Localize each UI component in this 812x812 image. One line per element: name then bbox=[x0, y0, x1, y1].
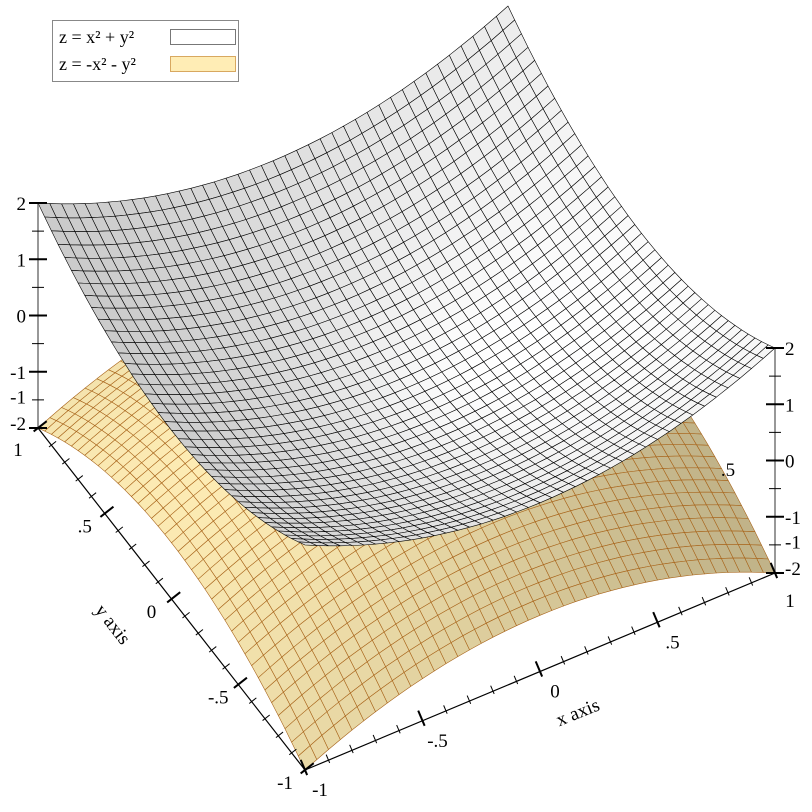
y-minor-tick bbox=[248, 697, 257, 704]
x-minor-tick bbox=[443, 705, 448, 714]
x-minor-tick bbox=[325, 754, 331, 764]
x-major-tick bbox=[299, 759, 309, 776]
x-major-tick bbox=[534, 660, 544, 677]
legend-entry-lower: z = -x² - y² bbox=[59, 51, 136, 77]
z-tick-label-left: 2 bbox=[17, 194, 27, 215]
back-y-tick-label: .5 bbox=[721, 460, 735, 481]
x-minor-tick bbox=[349, 744, 354, 754]
x-minor-tick bbox=[631, 626, 636, 636]
x-minor-tick bbox=[560, 655, 566, 665]
y-major-tick bbox=[99, 505, 115, 518]
x-major-tick bbox=[417, 710, 426, 727]
x-minor-tick bbox=[701, 596, 707, 606]
x-tick-label: 0 bbox=[550, 682, 560, 703]
tick-labels: -1 -.5 0 .5 1 -1 -.5 0 .5 1 2 2 1 1 0 0 -1 -1 -1 -1 -2 -2 .5 bbox=[10, 194, 801, 801]
y-tick-label: 0 bbox=[147, 602, 157, 623]
y-minor-tick bbox=[128, 543, 137, 550]
x-minor-tick bbox=[725, 586, 730, 596]
x-minor-tick bbox=[584, 646, 589, 655]
y-tick-label: .5 bbox=[78, 517, 92, 538]
z-tick-label-right: -1 bbox=[785, 533, 801, 554]
legend-swatch-lower bbox=[170, 56, 236, 72]
z-tick-label-right: 0 bbox=[785, 452, 795, 473]
x-minor-tick bbox=[748, 577, 754, 586]
legend-label: z = x² + y² bbox=[59, 27, 135, 47]
x-tick-label: .5 bbox=[665, 632, 679, 653]
x-minor-tick bbox=[490, 685, 495, 695]
x-minor-tick bbox=[466, 695, 472, 705]
x-tick-label: -.5 bbox=[427, 731, 448, 752]
z-tick-label-right: 2 bbox=[785, 339, 795, 360]
x-minor-tick bbox=[607, 636, 613, 645]
y-major-tick bbox=[300, 762, 315, 775]
x-minor-tick bbox=[396, 724, 401, 734]
y-minor-tick bbox=[222, 663, 230, 670]
x-major-tick bbox=[769, 562, 779, 579]
y-minor-tick bbox=[288, 748, 297, 756]
y-minor-tick bbox=[88, 492, 97, 499]
x-minor-tick bbox=[678, 606, 683, 616]
y-minor-tick bbox=[275, 731, 284, 739]
legend: z = x² + y² z = -x² - y² bbox=[52, 20, 239, 82]
upper-surface-face bbox=[297, 541, 318, 546]
y-minor-tick bbox=[182, 611, 190, 619]
legend-label: z = -x² - y² bbox=[59, 54, 136, 74]
z-tick-label-left: 0 bbox=[17, 307, 27, 328]
upper-surface bbox=[37, 5, 776, 547]
y-minor-tick bbox=[75, 475, 84, 482]
z-tick-label-right: -1 bbox=[785, 508, 801, 529]
x-minor-tick bbox=[372, 734, 378, 744]
y-minor-tick bbox=[62, 458, 70, 465]
y-major-tick bbox=[166, 591, 181, 604]
x-tick-label: 1 bbox=[785, 591, 795, 612]
x-axis-label: x axis bbox=[553, 695, 602, 731]
x-minor-tick bbox=[513, 675, 519, 685]
x-tick-label: -1 bbox=[312, 780, 328, 801]
y-tick-label: -1 bbox=[277, 773, 293, 794]
legend-swatch-upper bbox=[170, 29, 236, 45]
y-major-tick bbox=[33, 420, 48, 433]
y-minor-tick bbox=[48, 440, 57, 448]
y-axis-label: y axis bbox=[90, 600, 134, 648]
z-tick-label-left: 1 bbox=[17, 250, 27, 271]
y-minor-tick bbox=[155, 577, 164, 585]
axes bbox=[29, 202, 784, 776]
y-minor-tick bbox=[115, 526, 124, 533]
z-tick-label-right: 1 bbox=[785, 395, 795, 416]
z-tick-label-left: -1 bbox=[10, 363, 26, 384]
z-tick-label-right: -2 bbox=[785, 559, 801, 580]
y-minor-tick bbox=[195, 629, 204, 636]
z-tick-label-left: -1 bbox=[10, 388, 26, 409]
legend-entry-upper: z = x² + y² bbox=[59, 24, 134, 50]
y-minor-tick bbox=[262, 714, 270, 721]
y-minor-tick bbox=[142, 560, 150, 568]
x-major-tick bbox=[652, 611, 661, 628]
y-tick-label: -.5 bbox=[208, 688, 229, 709]
y-tick-label: 1 bbox=[13, 440, 23, 461]
z-tick-label-left: -2 bbox=[10, 414, 26, 435]
y-major-tick bbox=[233, 676, 248, 689]
y-minor-tick bbox=[208, 646, 217, 653]
